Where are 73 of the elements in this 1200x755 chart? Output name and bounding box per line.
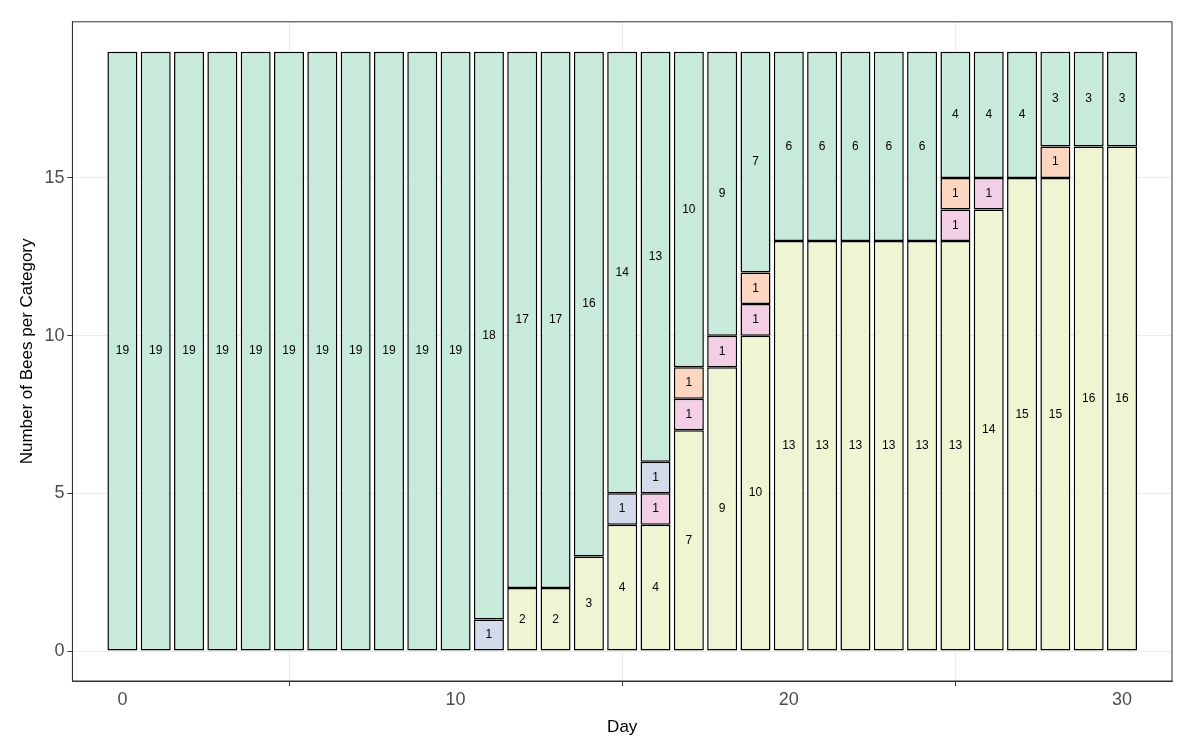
data-label: 3 (1118, 91, 1126, 106)
y-axis-title: Number of Bees per Category (16, 237, 36, 465)
data-label: 19 (215, 343, 230, 358)
data-label: 2 (518, 611, 526, 626)
data-label: 17 (548, 312, 563, 327)
data-label: 19 (415, 343, 430, 358)
data-label: 16 (1082, 390, 1096, 405)
data-label: 1 (618, 501, 626, 516)
data-label: 1 (485, 627, 493, 642)
data-label: 14 (615, 264, 630, 279)
y-tick-label: 10 (44, 324, 65, 345)
data-label: 13 (948, 438, 963, 453)
data-label: 13 (815, 438, 830, 453)
data-label: 1 (1052, 154, 1060, 169)
data-label: 13 (848, 438, 863, 453)
x-tick-label: 20 (778, 688, 799, 709)
data-label: 19 (282, 343, 296, 358)
data-label: 13 (915, 438, 930, 453)
x-tick-label: 10 (445, 688, 466, 709)
data-label: 15 (1048, 406, 1063, 421)
data-label: 4 (1018, 107, 1026, 122)
data-label: 2 (552, 611, 560, 626)
data-label: 7 (685, 532, 693, 547)
data-label: 6 (918, 138, 926, 153)
data-label: 1 (685, 406, 693, 421)
data-label: 1 (985, 186, 993, 201)
data-label: 19 (315, 343, 330, 358)
data-label: 10 (748, 485, 763, 500)
data-label: 4 (652, 580, 660, 595)
data-label: 3 (585, 595, 593, 610)
data-label: 13 (882, 438, 896, 453)
data-label: 3 (1052, 91, 1060, 106)
x-tick-label: 0 (117, 688, 128, 709)
data-label: 19 (448, 343, 463, 358)
data-label: 1 (685, 375, 693, 390)
data-label: 10 (682, 201, 696, 216)
data-label: 17 (515, 312, 530, 327)
y-tick-label: 5 (54, 482, 65, 503)
data-label: 15 (1015, 406, 1030, 421)
data-label: 1 (752, 312, 760, 327)
data-label: 1 (718, 343, 726, 358)
data-label: 6 (852, 138, 860, 153)
data-label: 6 (818, 138, 826, 153)
data-label: 18 (482, 327, 496, 342)
data-label: 7 (752, 154, 760, 169)
data-label: 1 (652, 469, 660, 484)
data-label: 19 (149, 343, 163, 358)
data-label: 9 (718, 501, 726, 516)
data-label: 6 (885, 138, 893, 153)
data-label: 4 (985, 107, 993, 122)
y-tick-label: 0 (54, 640, 65, 661)
data-label: 13 (782, 438, 796, 453)
data-label: 16 (1115, 390, 1130, 405)
data-label: 19 (115, 343, 130, 358)
x-axis-title: Day (607, 717, 638, 737)
data-label: 6 (785, 138, 793, 153)
data-label: 19 (249, 343, 263, 358)
data-label: 13 (648, 249, 663, 264)
x-tick-label: 30 (1112, 688, 1133, 709)
data-label: 9 (718, 186, 726, 201)
data-label: 1 (952, 217, 960, 232)
data-label: 19 (348, 343, 363, 358)
data-label: 1 (952, 186, 960, 201)
data-label: 1 (652, 501, 660, 516)
data-label: 14 (982, 422, 996, 437)
data-label: 1 (752, 280, 760, 295)
data-label: 19 (382, 343, 396, 358)
data-label: 16 (582, 296, 596, 311)
y-tick-label: 15 (44, 166, 65, 187)
data-label: 19 (182, 343, 197, 358)
data-label: 4 (952, 107, 960, 122)
data-label: 3 (1085, 91, 1093, 106)
data-label: 4 (618, 580, 626, 595)
